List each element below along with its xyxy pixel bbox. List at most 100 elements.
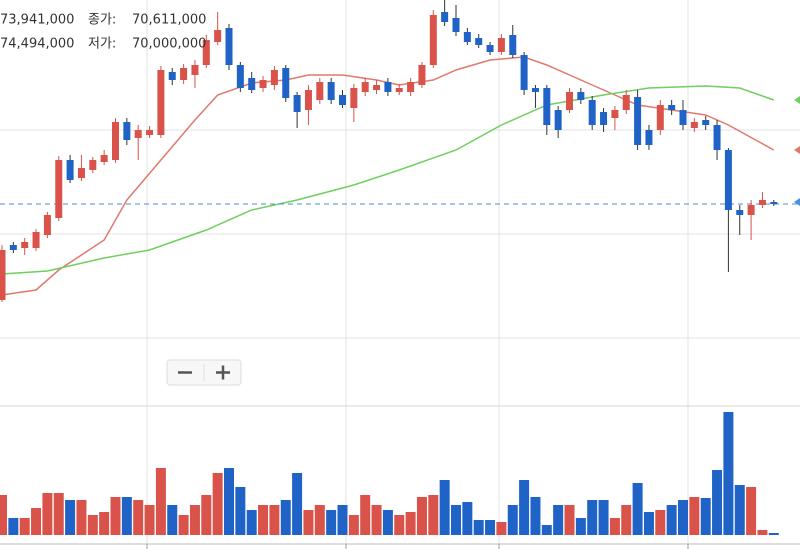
volume-bar (496, 522, 507, 535)
candle-body (304, 90, 312, 110)
volume-bar (632, 483, 643, 535)
candle-body (225, 28, 233, 65)
volume-bar (0, 495, 7, 535)
volume-bar (587, 500, 598, 535)
volume-bar (439, 480, 450, 535)
candle-body (395, 88, 403, 92)
volume-bar (121, 497, 132, 535)
header-value: 73,941,000 (0, 13, 74, 28)
volume-bar (723, 412, 734, 535)
volume-bar (519, 480, 530, 535)
candle-body (259, 80, 267, 88)
candle-body (418, 65, 426, 85)
volume-bar (428, 495, 439, 535)
candle-body (21, 242, 29, 248)
candle-body (282, 68, 290, 98)
volume-bar (53, 493, 64, 535)
volume-bar (768, 533, 779, 535)
volume-bar (643, 512, 654, 535)
volume-bar (76, 500, 87, 535)
candle-body (191, 65, 199, 75)
volume-bar (757, 530, 768, 535)
marker (794, 198, 800, 206)
candle-body (452, 18, 460, 32)
volume-bar (360, 495, 371, 535)
candle-body (350, 88, 358, 108)
plot (0, 0, 800, 535)
candle-body (157, 70, 165, 135)
candle-body (429, 15, 437, 65)
volume-bar (621, 505, 632, 535)
candle-body (702, 120, 710, 125)
zoom-controls (166, 359, 242, 386)
candle-body (622, 95, 630, 110)
candle-body (566, 92, 573, 110)
candle-body (747, 205, 755, 215)
candle-body (89, 160, 97, 170)
candle-body (509, 35, 517, 55)
x-ticks (146, 544, 689, 549)
candle-body (463, 32, 471, 42)
candle-body (441, 12, 449, 22)
candle-body (327, 82, 335, 100)
volume-bar (746, 487, 757, 535)
volume-bar (416, 497, 427, 535)
volume-bar (530, 497, 541, 535)
volume-bar (326, 510, 337, 535)
volume-bar (292, 473, 303, 535)
volume-bar (405, 512, 416, 535)
volume-bar (212, 473, 223, 535)
volume-bar (133, 500, 144, 535)
marker (794, 146, 800, 154)
volume-bar (666, 505, 677, 535)
marker (794, 96, 800, 104)
candle-body (520, 55, 528, 90)
volume-bar (575, 518, 586, 535)
volume-bar (65, 500, 76, 535)
volume-bar (110, 497, 121, 535)
volume-bar (689, 497, 700, 535)
volume-bar (451, 505, 461, 535)
volume-bar (564, 505, 575, 535)
candle-body (55, 160, 63, 218)
candle-body (112, 122, 119, 160)
candle-body (668, 105, 676, 110)
candle-body (248, 78, 256, 90)
volume-bar (235, 487, 246, 535)
candle-body (202, 40, 210, 65)
candle-body (486, 45, 494, 52)
candle-body (645, 130, 653, 145)
right-markers (794, 96, 800, 206)
volume-bar (303, 510, 314, 535)
candle-body (43, 215, 51, 235)
volume-bar (507, 505, 518, 535)
volume-bar (485, 520, 496, 535)
volume-bar (371, 505, 382, 535)
zoom-in[interactable] (216, 365, 230, 380)
candle-body (9, 245, 17, 250)
volume-bar (224, 468, 234, 535)
candle-body (168, 72, 176, 80)
volume-bar (144, 505, 155, 535)
candle-body (724, 150, 732, 210)
volume-bar (19, 518, 30, 535)
volume-bar (462, 502, 473, 535)
candle-body (475, 38, 483, 45)
candle-body (758, 200, 766, 205)
candle-body (611, 110, 619, 118)
volume-bar (87, 515, 98, 535)
candle-body (270, 70, 278, 85)
candle-body (32, 232, 40, 248)
candle-body (497, 38, 505, 52)
candle-body (634, 97, 642, 145)
volume-bar (553, 505, 564, 535)
volume-bar (598, 500, 609, 535)
candle-body (0, 250, 6, 300)
volume-bar (8, 518, 19, 535)
candle-body (77, 168, 85, 178)
volume-bar (155, 468, 166, 535)
volume-bar (258, 505, 269, 535)
moving-average (1, 85, 775, 275)
candle-body (554, 110, 562, 130)
